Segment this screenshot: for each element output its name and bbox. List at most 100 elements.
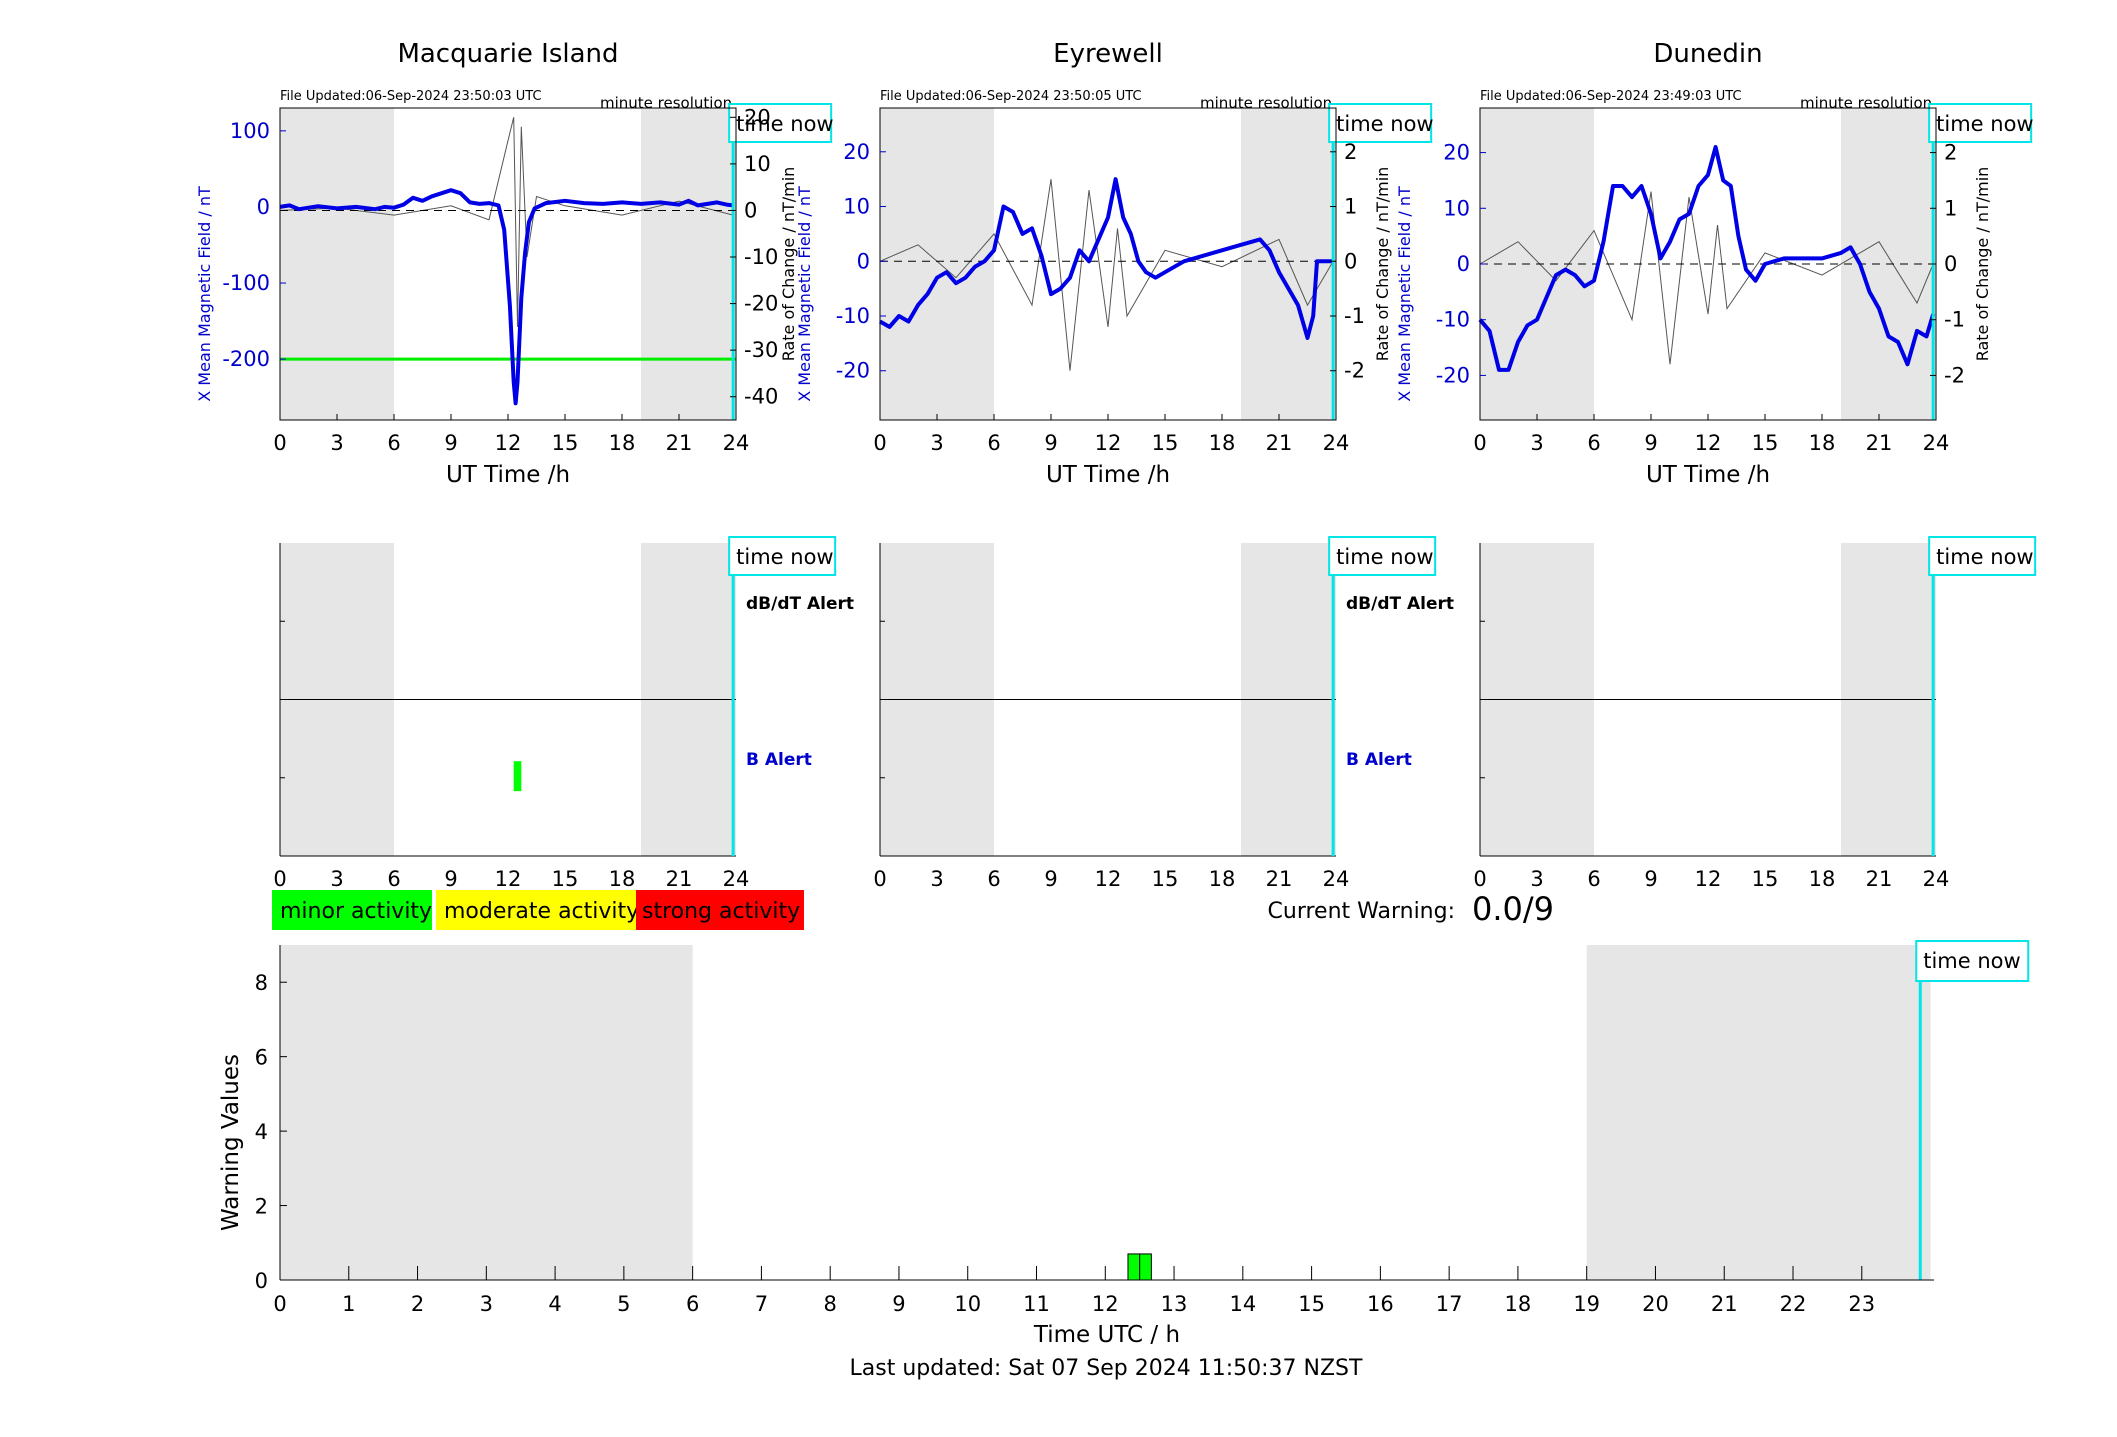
time-now-box <box>1928 536 2037 576</box>
x-tick-label: 3 <box>330 431 343 455</box>
current-warning-label: Current Warning: <box>1268 899 1455 924</box>
x-tick-label: 18 <box>1809 867 1836 891</box>
x-tick-label: 20 <box>1642 1292 1669 1316</box>
time-now-label: time now <box>1336 545 1433 569</box>
legend-moderate-label: moderate activity <box>444 899 639 924</box>
rate-of-change-line <box>279 117 734 327</box>
time-now-box <box>728 103 833 143</box>
x-tick-label: 6 <box>686 1292 699 1316</box>
y-left-tick-label: -20 <box>1436 363 1470 387</box>
station-title: Dunedin <box>1653 39 1762 69</box>
y-left-tick-label: 0 <box>1457 252 1470 276</box>
legend-minor-label: minor activity <box>280 899 432 924</box>
station-panel-1: Eyrewell File Updated:06-Sep-2024 23:50:0… <box>795 39 1434 488</box>
x-tick-label: 17 <box>1436 1292 1463 1316</box>
y-right-tick-label: 1 <box>1344 195 1357 219</box>
x-axis-label: UT Time /h <box>1046 462 1170 488</box>
y-right-tick-label: -40 <box>744 385 778 409</box>
y-right-tick-label: 2 <box>1944 141 1957 165</box>
time-now-label: time now <box>1936 112 2033 136</box>
x-tick-label: 1 <box>342 1292 355 1316</box>
y-right-tick-label: 0 <box>744 198 757 222</box>
x-tick-label: 15 <box>1298 1292 1325 1316</box>
station-field-panels: Macquarie Island File Updated:06-Sep-2024… <box>195 39 2034 488</box>
x-tick-label: 22 <box>1780 1292 1807 1316</box>
x-tick-label: 21 <box>1266 867 1293 891</box>
y-right-tick-label: -2 <box>1344 359 1365 383</box>
y-right-tick-label: 2 <box>1344 140 1357 164</box>
x-axis-label: UT Time /h <box>446 462 570 488</box>
y-tick-label: 4 <box>255 1120 268 1144</box>
db-alert-label: dB/dT Alert <box>746 594 854 614</box>
b-alert-label: B Alert <box>1346 750 1412 770</box>
y-tick-label: 6 <box>255 1046 268 1070</box>
y-left-axis-label: X Mean Magnetic Field / nT <box>1395 186 1414 402</box>
y-left-tick-label: 100 <box>230 119 270 143</box>
x-tick-label: 0 <box>273 1292 286 1316</box>
db-alert-label: dB/dT Alert <box>1346 594 1454 614</box>
x-tick-label: 18 <box>1209 431 1236 455</box>
time-now-label: time now <box>736 545 833 569</box>
x-tick-label: 2 <box>411 1292 424 1316</box>
station-panel-0: Macquarie Island File Updated:06-Sep-2024… <box>195 39 834 488</box>
file-updated-text: File Updated:06-Sep-2024 23:50:03 UTC <box>280 89 542 104</box>
rate-of-change-line <box>1479 191 1934 365</box>
x-axis-label: Time UTC / h <box>1033 1322 1180 1348</box>
field-line <box>279 188 734 406</box>
x-tick-label: 21 <box>1266 431 1293 455</box>
x-tick-label: 15 <box>1752 867 1779 891</box>
b-alert-label: B Alert <box>746 750 812 770</box>
night-shading <box>1241 108 1336 420</box>
y-left-tick-label: 10 <box>843 195 870 219</box>
x-tick-label: 15 <box>1152 867 1179 891</box>
x-tick-label: 21 <box>666 431 693 455</box>
x-tick-label: 24 <box>1323 867 1350 891</box>
station-title: Eyrewell <box>1053 39 1163 69</box>
y-left-tick-label: -200 <box>222 347 270 371</box>
x-tick-label: 6 <box>987 431 1000 455</box>
time-now-box <box>1328 103 1433 143</box>
alert-panel-0: time now dB/dT Alert B Alert 0 3 6 9 12 15 18 21 24 <box>273 536 854 891</box>
x-tick-label: 3 <box>1530 867 1543 891</box>
x-tick-label: 15 <box>1752 431 1779 455</box>
legend-strong-label: strong activity <box>642 899 800 924</box>
y-left-tick-label: 20 <box>1443 141 1470 165</box>
x-tick-label: 15 <box>1152 431 1179 455</box>
night-shading <box>1586 945 1931 1280</box>
night-shading <box>880 108 994 420</box>
x-tick-label: 3 <box>1530 431 1543 455</box>
y-left-axis-label: X Mean Magnetic Field / nT <box>195 186 214 402</box>
x-tick-label: 9 <box>1644 431 1657 455</box>
x-tick-label: 9 <box>1044 867 1057 891</box>
y-right-tick-label: -30 <box>744 338 778 362</box>
y-right-tick-label: -1 <box>1344 304 1365 328</box>
x-tick-label: 18 <box>1809 431 1836 455</box>
x-tick-label: 24 <box>1323 431 1350 455</box>
b-alert-bar <box>513 761 522 792</box>
night-shading <box>280 108 394 420</box>
x-tick-label: 6 <box>987 867 1000 891</box>
x-tick-label: 3 <box>480 1292 493 1316</box>
y-right-tick-label: -1 <box>1944 308 1965 332</box>
y-right-tick-label: 0 <box>1344 249 1357 273</box>
x-tick-label: 12 <box>1095 431 1122 455</box>
x-tick-label: 12 <box>1695 431 1722 455</box>
x-tick-label: 18 <box>609 431 636 455</box>
x-tick-label: 12 <box>1695 867 1722 891</box>
x-tick-label: 0 <box>1473 431 1486 455</box>
x-tick-label: 3 <box>930 867 943 891</box>
x-axis-label: UT Time /h <box>1646 462 1770 488</box>
y-left-tick-label: 10 <box>1443 196 1470 220</box>
x-tick-label: 6 <box>387 431 400 455</box>
x-tick-label: 6 <box>387 867 400 891</box>
warning-bar <box>1139 1253 1152 1281</box>
y-right-tick-label: -10 <box>744 245 778 269</box>
x-tick-label: 0 <box>273 867 286 891</box>
current-warning-value: 0.0/9 <box>1472 890 1554 928</box>
x-tick-label: 12 <box>495 867 522 891</box>
x-tick-label: 3 <box>330 867 343 891</box>
y-axis-label: Warning Values <box>218 1054 244 1231</box>
night-shading <box>641 108 736 420</box>
